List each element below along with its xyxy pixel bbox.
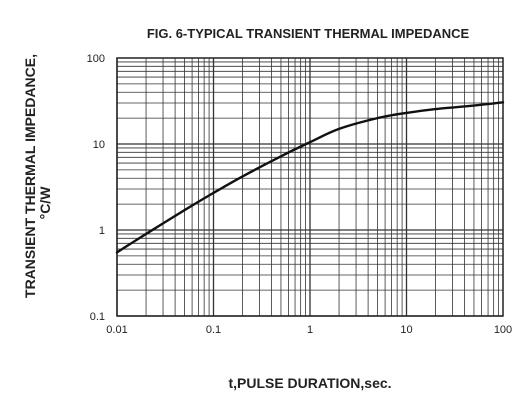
data-series: [115, 101, 505, 254]
chart-grid: [116, 58, 503, 317]
x-tick-labels: 0.01 0.1 1 10 100: [106, 324, 512, 336]
y-tick-label: 100: [87, 53, 105, 65]
plot-frame: [116, 57, 504, 317]
thermal-impedance-curve: [115, 101, 505, 254]
x-axis-title: t,PULSE DURATION,sec.: [228, 375, 391, 391]
x-tick-label: 1: [307, 324, 313, 336]
x-tick-label: 0.1: [206, 324, 221, 336]
y-tick-labels: 0.1 1 10 100: [87, 53, 105, 323]
y-tick-label: 1: [99, 225, 105, 237]
y-axis-unit: °C/W: [37, 186, 53, 220]
x-tick-label: 10: [400, 324, 412, 336]
x-tick-label: 100: [494, 324, 512, 336]
plot-area: [116, 57, 504, 317]
chart-title: FIG. 6-TYPICAL TRANSIENT THERMAL IMPEDAN…: [147, 26, 470, 41]
y-axis-title: TRANSIENT THERMAL IMPEDANCE,: [22, 54, 38, 298]
y-tick-label: 10: [93, 139, 105, 151]
x-tick-label: 0.01: [106, 324, 127, 336]
y-tick-label: 0.1: [90, 311, 105, 323]
